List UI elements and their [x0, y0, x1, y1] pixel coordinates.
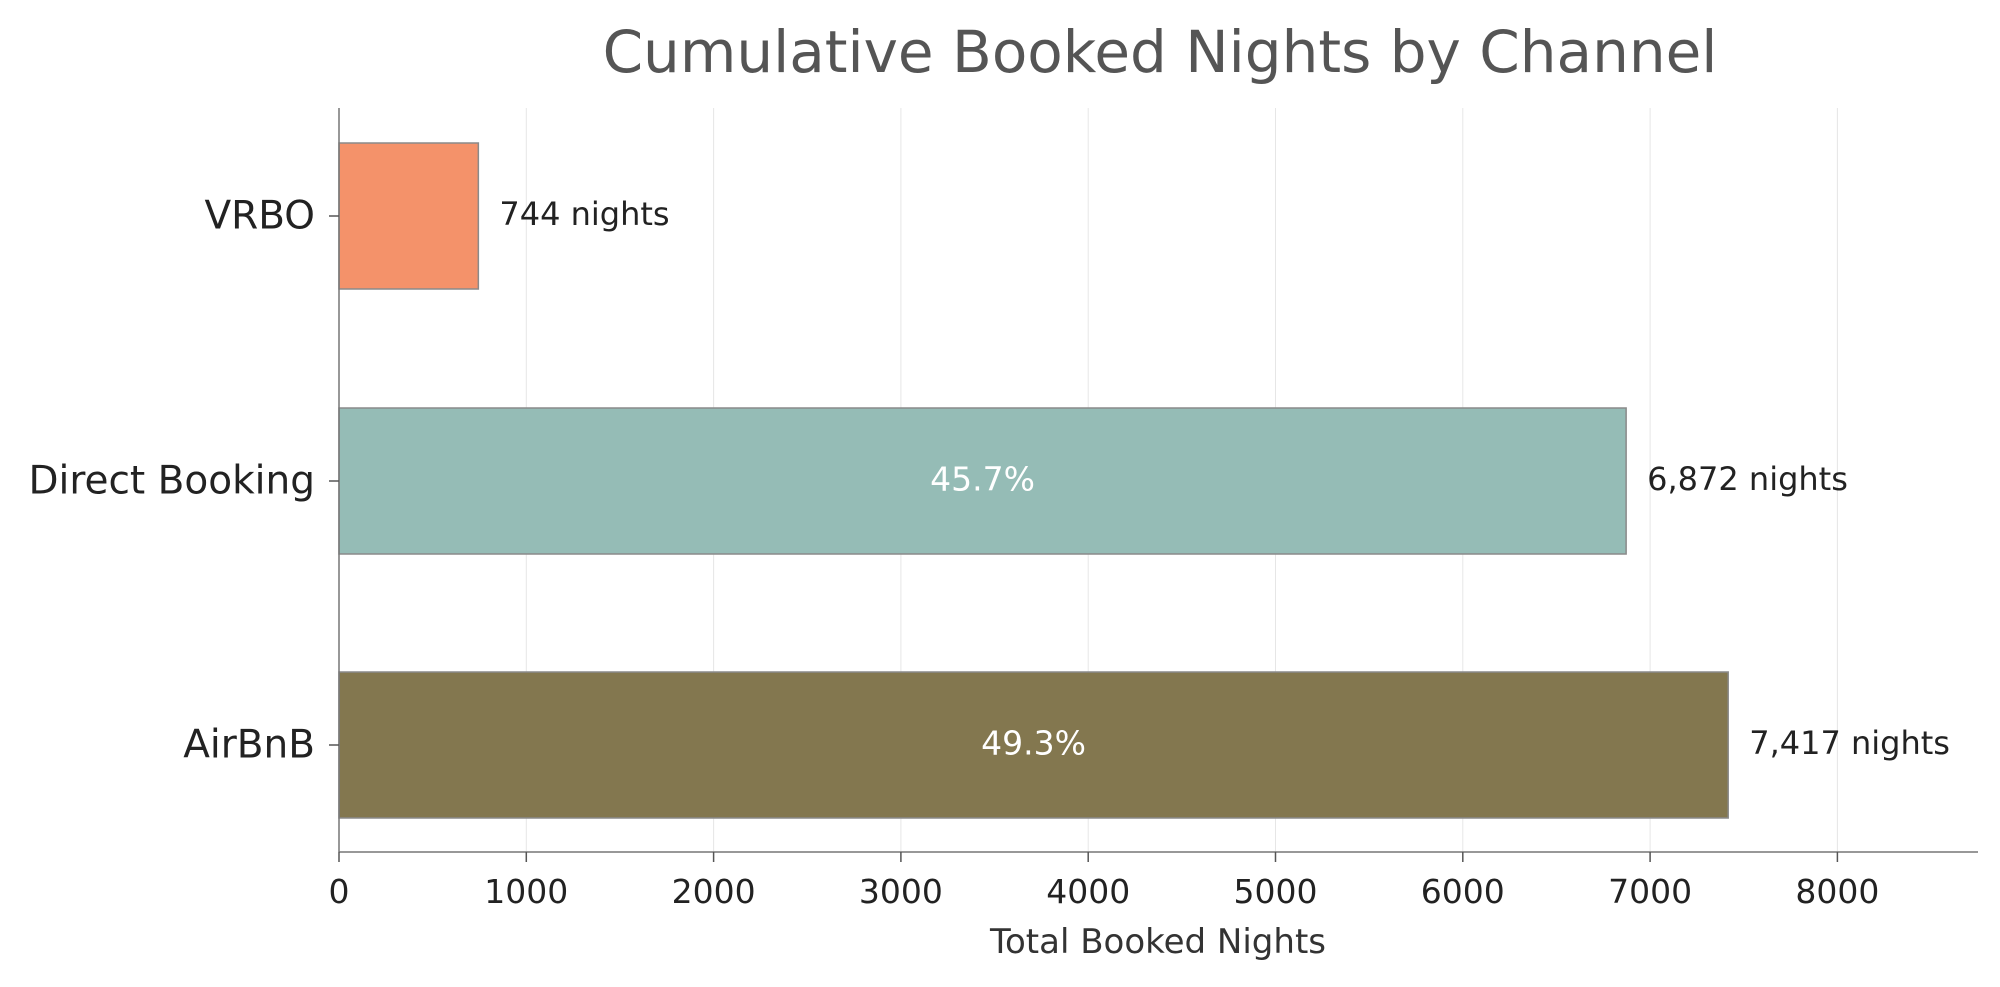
bar-vrbo [338, 142, 480, 290]
x-tick-label: 3000 [859, 872, 943, 911]
y-categories: VRBO Direct Booking AirBnB [28, 194, 339, 768]
bar-percent-label: 49.3% [981, 724, 1086, 763]
y-category-label: VRBO [204, 194, 315, 239]
bar-value-label: 744 nights [499, 195, 669, 233]
bar-percent-label: 45.7% [930, 460, 1035, 499]
bar-value-label: 6,872 nights [1647, 460, 1848, 498]
x-tick-label: 2000 [672, 872, 756, 911]
x-tick-label: 5000 [1234, 872, 1318, 911]
x-tick-label: 0 [329, 872, 350, 911]
x-tick-label: 8000 [1795, 872, 1879, 911]
x-tick-label: 7000 [1608, 872, 1692, 911]
y-category-label: Direct Booking [28, 459, 315, 504]
y-category-label: AirBnB [183, 723, 315, 768]
x-tick-label: 1000 [484, 872, 568, 911]
axes [338, 108, 1978, 853]
bar-airbnb [338, 671, 1729, 819]
x-tick-label: 4000 [1046, 872, 1130, 911]
x-ticks: 0 1000 2000 3000 4000 5000 6000 7000 8000 [329, 852, 1879, 911]
chart-title: Cumulative Booked Nights by Channel [603, 18, 1718, 86]
x-axis-title: Total Booked Nights [989, 922, 1326, 962]
bars-group: 744 nights 6,872 nights 45.7% 7,417 nights 4… [338, 142, 1950, 819]
x-tick-label: 6000 [1421, 872, 1505, 911]
bar-value-label: 7,417 nights [1749, 724, 1950, 762]
